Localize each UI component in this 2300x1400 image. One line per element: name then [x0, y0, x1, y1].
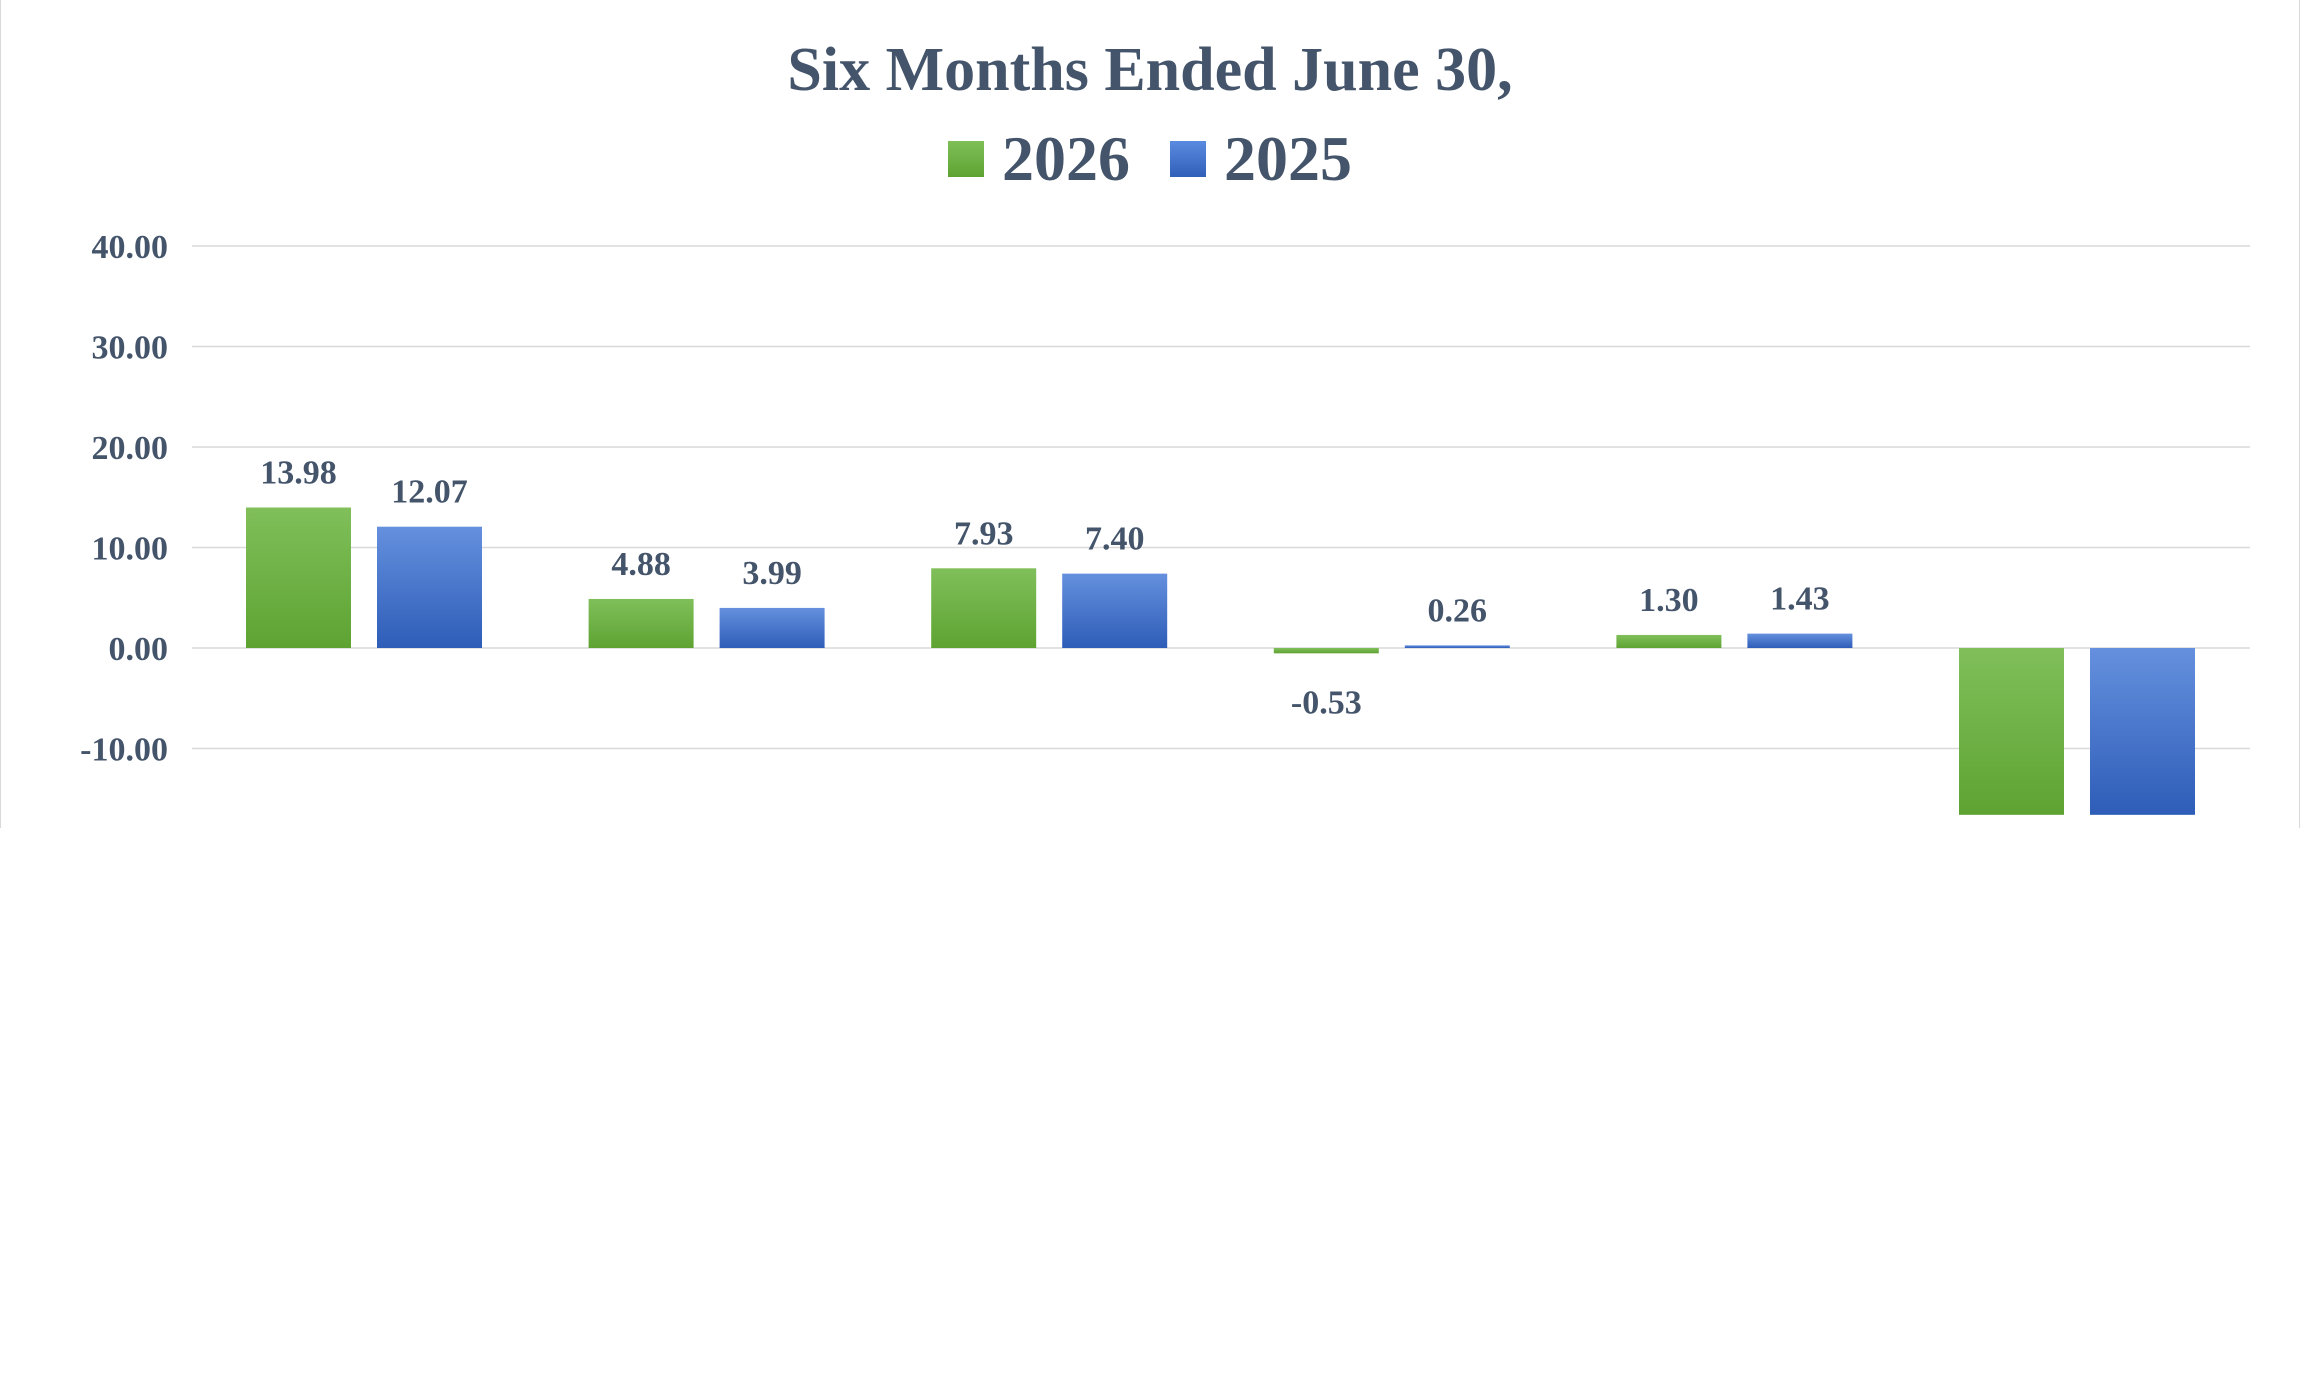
y-tick-label: 10.00 — [92, 531, 169, 568]
bar-2026-4 — [1616, 634, 1722, 648]
y-tick-label: 20.00 — [92, 430, 169, 467]
legend-item-2025: 2025 — [1170, 122, 1352, 196]
data-label-2026-2: 7.93 — [954, 515, 1014, 552]
bar-2025-5 — [2090, 648, 2195, 815]
chart-title: Six Months Ended June 30, — [787, 36, 1513, 104]
bar-2026-0 — [246, 507, 351, 648]
data-label-2026-1: 4.88 — [611, 546, 671, 583]
data-label-2025-4: 1.43 — [1770, 581, 1830, 618]
legend: 2026 2025 — [0, 122, 2300, 196]
bar-2025-2 — [1062, 573, 1168, 648]
data-label-2025-3: 0.26 — [1428, 592, 1488, 629]
bar-2025-3 — [1404, 645, 1510, 648]
bar-2025-1 — [719, 607, 825, 648]
y-tick-label: -10.00 — [80, 732, 168, 769]
data-label-2025-0: 12.07 — [391, 474, 468, 511]
y-tick-label: 40.00 — [92, 229, 169, 266]
data-label-2026-3: -0.53 — [1291, 684, 1362, 721]
bar-2025-4 — [1747, 633, 1853, 648]
bar-2026-3 — [1273, 648, 1379, 654]
y-tick-label: 0.00 — [109, 631, 169, 668]
bar-2026-2 — [931, 568, 1037, 648]
data-label-2025-2: 7.40 — [1085, 521, 1145, 558]
data-label-2025-1: 3.99 — [742, 555, 802, 592]
data-label-2026-4: 1.30 — [1639, 582, 1699, 619]
legend-label-2026: 2026 — [1002, 123, 1130, 194]
chart-frame — [0, 0, 2300, 828]
bar-2026-5 — [1959, 648, 2064, 815]
legend-label-2025: 2025 — [1224, 123, 1352, 194]
y-tick-label: 30.00 — [92, 330, 169, 367]
bar-2026-1 — [588, 598, 694, 648]
legend-item-2026: 2026 — [948, 122, 1130, 196]
bar-2025-0 — [377, 526, 482, 648]
data-label-2026-0: 13.98 — [260, 455, 337, 492]
legend-swatch-2026 — [948, 141, 984, 177]
legend-swatch-2025 — [1170, 141, 1206, 177]
